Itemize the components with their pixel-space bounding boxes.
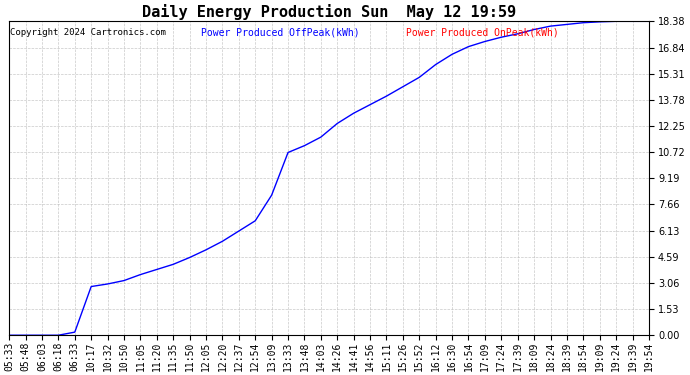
Text: Power Produced OnPeak(kWh): Power Produced OnPeak(kWh) (406, 28, 559, 38)
Title: Daily Energy Production Sun  May 12 19:59: Daily Energy Production Sun May 12 19:59 (142, 4, 516, 20)
Text: Power Produced OffPeak(kWh): Power Produced OffPeak(kWh) (201, 28, 359, 38)
Text: Copyright 2024 Cartronics.com: Copyright 2024 Cartronics.com (10, 28, 166, 37)
